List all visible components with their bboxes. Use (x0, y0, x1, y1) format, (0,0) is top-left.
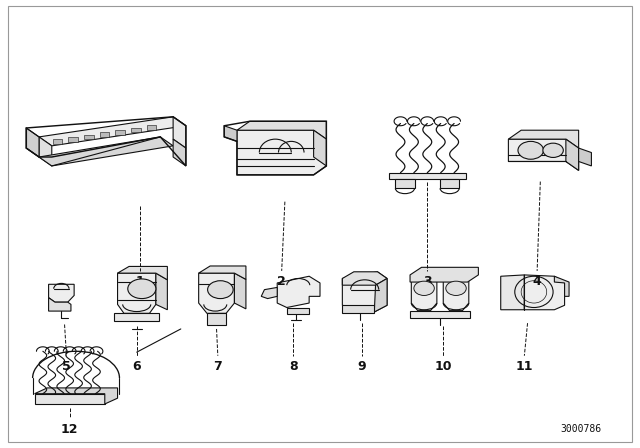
Text: 12: 12 (61, 423, 79, 436)
Polygon shape (49, 297, 71, 311)
Polygon shape (118, 267, 168, 280)
Polygon shape (342, 272, 387, 285)
Polygon shape (500, 275, 524, 310)
Text: 3000786: 3000786 (560, 424, 601, 434)
Polygon shape (554, 276, 569, 296)
Polygon shape (396, 179, 415, 188)
Circle shape (543, 143, 563, 157)
Polygon shape (508, 130, 579, 148)
Polygon shape (410, 310, 470, 318)
Polygon shape (410, 267, 478, 282)
Polygon shape (173, 139, 186, 166)
Text: 4: 4 (532, 276, 541, 289)
Polygon shape (39, 117, 186, 146)
Text: 3: 3 (423, 276, 431, 289)
Polygon shape (26, 128, 39, 157)
Polygon shape (49, 284, 74, 302)
Polygon shape (412, 275, 437, 310)
Polygon shape (198, 273, 234, 313)
Polygon shape (207, 313, 226, 325)
Circle shape (128, 279, 156, 298)
Polygon shape (342, 305, 374, 313)
Text: 2: 2 (277, 276, 286, 289)
Polygon shape (579, 148, 591, 166)
Polygon shape (444, 275, 468, 310)
Polygon shape (100, 132, 109, 137)
Text: 1: 1 (136, 276, 144, 289)
Polygon shape (147, 125, 156, 130)
Polygon shape (314, 130, 326, 166)
Polygon shape (342, 272, 387, 312)
Polygon shape (115, 130, 125, 135)
Polygon shape (39, 137, 52, 166)
Circle shape (207, 281, 233, 298)
Polygon shape (52, 139, 62, 144)
Circle shape (414, 281, 435, 296)
Polygon shape (35, 388, 118, 404)
Polygon shape (508, 139, 579, 170)
Polygon shape (156, 273, 168, 310)
Polygon shape (440, 179, 460, 188)
Polygon shape (237, 121, 326, 139)
Polygon shape (277, 276, 320, 307)
Polygon shape (234, 273, 246, 309)
Polygon shape (115, 313, 159, 321)
Polygon shape (118, 273, 156, 313)
Polygon shape (198, 266, 246, 280)
Polygon shape (84, 134, 93, 139)
Polygon shape (39, 137, 173, 166)
Polygon shape (68, 137, 78, 142)
Polygon shape (261, 288, 277, 298)
Text: 5: 5 (62, 360, 71, 373)
Polygon shape (374, 279, 387, 312)
Polygon shape (389, 172, 466, 179)
Text: 8: 8 (289, 360, 298, 373)
Circle shape (446, 281, 467, 296)
Polygon shape (35, 394, 105, 404)
Polygon shape (237, 130, 326, 175)
Text: 10: 10 (435, 360, 452, 373)
Polygon shape (287, 307, 309, 314)
Text: 6: 6 (132, 360, 141, 373)
Text: 11: 11 (516, 360, 533, 373)
Polygon shape (566, 139, 579, 170)
Polygon shape (131, 128, 141, 133)
Polygon shape (224, 126, 237, 142)
Circle shape (518, 142, 543, 159)
Polygon shape (173, 117, 186, 148)
Polygon shape (524, 275, 564, 310)
Text: 9: 9 (357, 360, 366, 373)
Text: 7: 7 (214, 360, 222, 373)
